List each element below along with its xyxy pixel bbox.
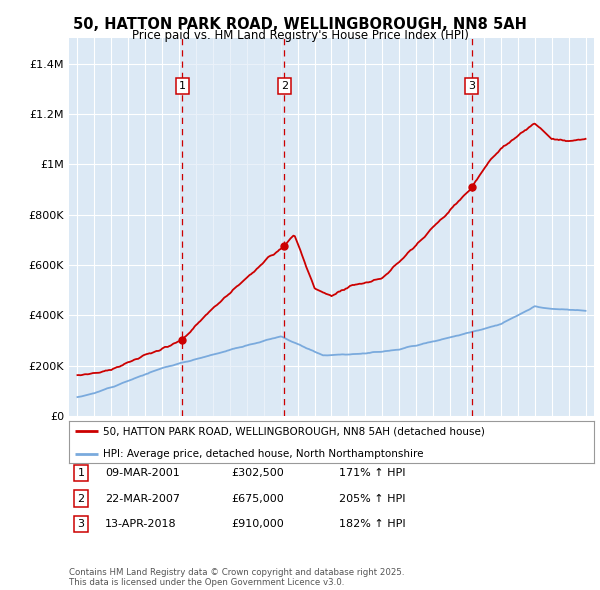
Text: 3: 3 xyxy=(468,81,475,91)
Text: 50, HATTON PARK ROAD, WELLINGBOROUGH, NN8 5AH (detached house): 50, HATTON PARK ROAD, WELLINGBOROUGH, NN… xyxy=(103,427,485,436)
Text: 205% ↑ HPI: 205% ↑ HPI xyxy=(339,494,406,503)
Text: 09-MAR-2001: 09-MAR-2001 xyxy=(105,468,180,478)
Bar xyxy=(182,38,284,416)
Text: 182% ↑ HPI: 182% ↑ HPI xyxy=(339,519,406,529)
Text: HPI: Average price, detached house, North Northamptonshire: HPI: Average price, detached house, Nort… xyxy=(103,449,424,459)
Text: 1: 1 xyxy=(179,81,186,91)
Text: £302,500: £302,500 xyxy=(231,468,284,478)
Text: 171% ↑ HPI: 171% ↑ HPI xyxy=(339,468,406,478)
Text: 3: 3 xyxy=(77,519,85,529)
Text: Contains HM Land Registry data © Crown copyright and database right 2025.
This d: Contains HM Land Registry data © Crown c… xyxy=(69,568,404,587)
Text: Price paid vs. HM Land Registry's House Price Index (HPI): Price paid vs. HM Land Registry's House … xyxy=(131,30,469,42)
Text: £910,000: £910,000 xyxy=(231,519,284,529)
Text: 13-APR-2018: 13-APR-2018 xyxy=(105,519,176,529)
Text: 22-MAR-2007: 22-MAR-2007 xyxy=(105,494,180,503)
Text: 2: 2 xyxy=(281,81,288,91)
Text: 2: 2 xyxy=(77,494,85,503)
Text: 50, HATTON PARK ROAD, WELLINGBOROUGH, NN8 5AH: 50, HATTON PARK ROAD, WELLINGBOROUGH, NN… xyxy=(73,17,527,31)
Text: 1: 1 xyxy=(77,468,85,478)
Text: £675,000: £675,000 xyxy=(231,494,284,503)
